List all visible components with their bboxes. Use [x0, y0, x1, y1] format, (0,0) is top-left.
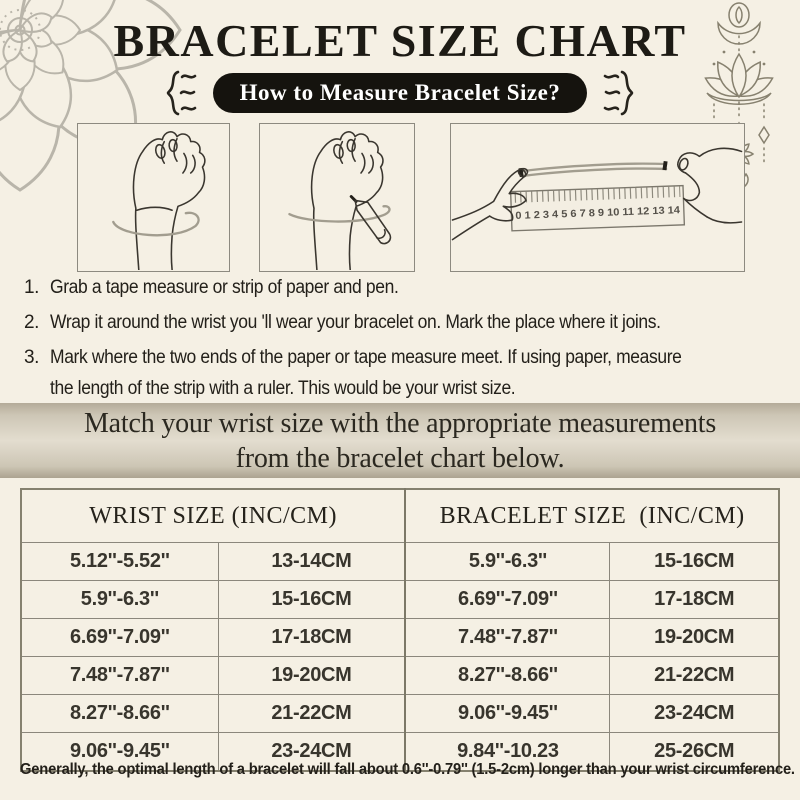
bracelet-cm-cell: 25-26CM — [609, 732, 780, 772]
table-row: 5.12''-5.52'' 13-14CM 5.9''-6.3'' 15-16C… — [20, 542, 780, 581]
wrist-cm-cell: 23-24CM — [217, 732, 406, 772]
curly-squiggle-left-icon — [166, 70, 196, 116]
table-row: 6.69''-7.09'' 17-18CM 7.48''-7.87'' 19-2… — [20, 618, 780, 657]
wrist-inch-cell: 6.69''-7.09'' — [20, 618, 219, 657]
bracelet-inch-cell: 9.84''-10.23 — [404, 732, 611, 772]
bracelet-inch-cell: 8.27''-8.66'' — [404, 656, 611, 695]
step-3-text-line1: Mark where the two ends of the paper or … — [50, 347, 682, 368]
step-3: 3. Mark where the two ends of the paper … — [24, 346, 796, 401]
bracelet-size-header: BRACELET SIZE (INC/CM) — [404, 488, 780, 543]
step-3-number: 3. — [24, 347, 40, 368]
table-row: 8.27''-8.66'' 21-22CM 9.06''-9.45'' 23-2… — [20, 694, 780, 733]
page-title: BRACELET SIZE CHART — [113, 15, 687, 66]
step-1-text: Grab a tape measure or strip of paper an… — [50, 277, 399, 298]
wrist-cm-cell: 19-20CM — [217, 656, 406, 695]
bracelet-inch-cell: 7.48''-7.87'' — [404, 618, 611, 657]
step-1-number: 1. — [24, 277, 40, 298]
banner-line-1: Match your wrist size with the appropria… — [83, 407, 717, 439]
wrist-inch-cell: 9.06''-9.45'' — [20, 732, 219, 772]
bracelet-cm-cell: 15-16CM — [609, 542, 780, 581]
measure-ruler-illustration: 0 1 2 3 4 5 6 7 8 9 10 11 12 13 14 — [450, 123, 745, 272]
bracelet-cm-cell: 19-20CM — [609, 618, 780, 657]
bracelet-inch-cell: 6.69''-7.09'' — [404, 580, 611, 619]
banner-line-2: from the bracelet chart below. — [235, 442, 565, 474]
step-3-text-line2: the length of the strip with a ruler. Th… — [50, 378, 516, 399]
mark-wrist-illustration — [259, 123, 415, 272]
wrist-inch-cell: 7.48''-7.87'' — [20, 656, 219, 695]
wrist-cm-cell: 13-14CM — [217, 542, 406, 581]
table-row: 7.48''-7.87'' 19-20CM 8.27''-8.66'' 21-2… — [20, 656, 780, 695]
wrist-inch-cell: 5.12''-5.52'' — [20, 542, 219, 581]
step-2: 2. Wrap it around the wrist you 'll wear… — [24, 311, 796, 335]
bracelet-inch-cell: 5.9''-6.3'' — [404, 542, 611, 581]
wrist-inch-cell: 5.9''-6.3'' — [20, 580, 219, 619]
step-2-number: 2. — [24, 312, 40, 333]
bracelet-cm-cell: 23-24CM — [609, 694, 780, 733]
size-table-header-row: WRIST SIZE (INC/CM) BRACELET SIZE (INC/C… — [20, 488, 780, 543]
wrap-tape-illustration — [77, 123, 230, 272]
footnote: Generally, the optimal length of a brace… — [20, 761, 795, 778]
wrist-cm-cell: 15-16CM — [217, 580, 406, 619]
wrist-inch-cell: 8.27''-8.66'' — [20, 694, 219, 733]
bracelet-cm-cell: 21-22CM — [609, 656, 780, 695]
size-table: WRIST SIZE (INC/CM) BRACELET SIZE (INC/C… — [20, 488, 780, 772]
step-1: 1. Grab a tape measure or strip of paper… — [24, 276, 796, 300]
table-row: 5.9''-6.3'' 15-16CM 6.69''-7.09'' 17-18C… — [20, 580, 780, 619]
match-size-banner: Match your wrist size with the appropria… — [0, 403, 800, 478]
wrist-size-header: WRIST SIZE (INC/CM) — [20, 488, 406, 543]
bracelet-cm-cell: 17-18CM — [609, 580, 780, 619]
how-to-measure-badge: How to Measure Bracelet Size? — [212, 73, 588, 113]
bracelet-inch-cell: 9.06''-9.45'' — [404, 694, 611, 733]
wrist-cm-cell: 17-18CM — [217, 618, 406, 657]
measure-steps: 1. Grab a tape measure or strip of paper… — [24, 276, 796, 412]
badge-row: How to Measure Bracelet Size? — [0, 70, 800, 116]
curly-squiggle-right-icon — [604, 70, 634, 116]
wrist-cm-cell: 21-22CM — [217, 694, 406, 733]
table-row: 9.06''-9.45'' 23-24CM 9.84''-10.23 25-26… — [20, 732, 780, 772]
step-2-text: Wrap it around the wrist you 'll wear yo… — [50, 312, 661, 333]
